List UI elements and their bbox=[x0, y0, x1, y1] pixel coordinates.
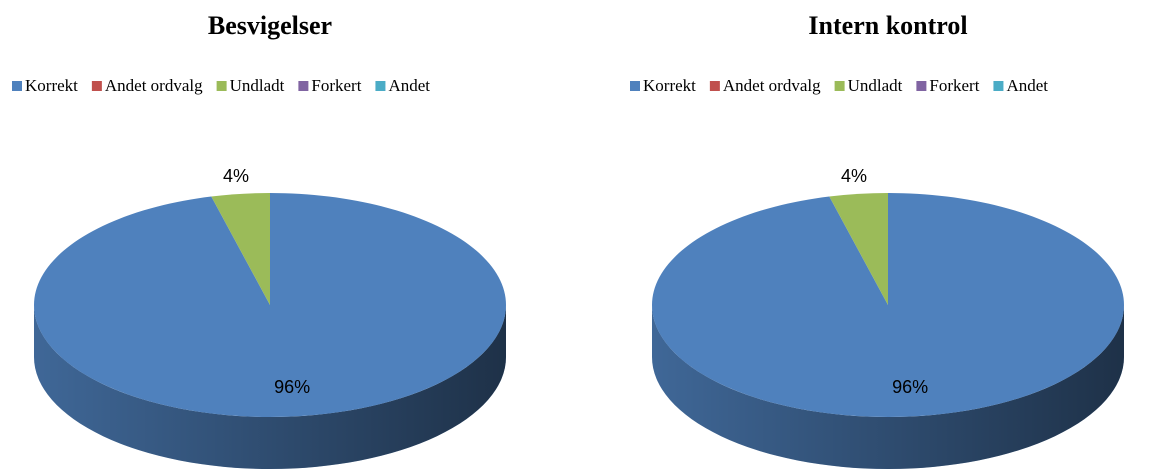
legend-label: Andet bbox=[1006, 76, 1048, 95]
legend-swatch bbox=[993, 81, 1004, 91]
legend-label: Undladt bbox=[230, 76, 285, 95]
legend-label: Undladt bbox=[848, 76, 903, 95]
legend-label: Korrekt bbox=[643, 76, 696, 95]
data-label: 4% bbox=[223, 166, 249, 186]
legend-label: Andet bbox=[388, 76, 430, 95]
legend-label: Forkert bbox=[929, 76, 979, 95]
legend-swatch bbox=[709, 81, 720, 91]
legend-swatch bbox=[216, 81, 227, 91]
pie-slice bbox=[34, 193, 507, 418]
pie-side-shade bbox=[34, 305, 506, 469]
legend-swatch bbox=[375, 81, 386, 91]
legend-swatch bbox=[916, 81, 927, 91]
legend-label: Andet ordvalg bbox=[105, 76, 203, 95]
legend-swatch bbox=[834, 81, 845, 91]
pie-slice bbox=[829, 193, 888, 305]
legend-label: Korrekt bbox=[25, 76, 78, 95]
data-label: 96% bbox=[274, 377, 310, 397]
pie-slice bbox=[652, 193, 1125, 418]
legend-label: Andet ordvalg bbox=[723, 76, 821, 95]
chart-title: Intern kontrol bbox=[808, 11, 967, 40]
data-label: 96% bbox=[892, 377, 928, 397]
legend-swatch bbox=[298, 81, 309, 91]
data-label: 4% bbox=[841, 166, 867, 186]
legend-swatch bbox=[91, 81, 102, 91]
legend-swatch bbox=[630, 81, 640, 91]
pie-side-shade bbox=[652, 305, 1124, 469]
pie-slice bbox=[211, 193, 270, 305]
chart-title: Besvigelser bbox=[208, 11, 332, 40]
legend-swatch bbox=[12, 81, 22, 91]
legend-label: Forkert bbox=[311, 76, 361, 95]
